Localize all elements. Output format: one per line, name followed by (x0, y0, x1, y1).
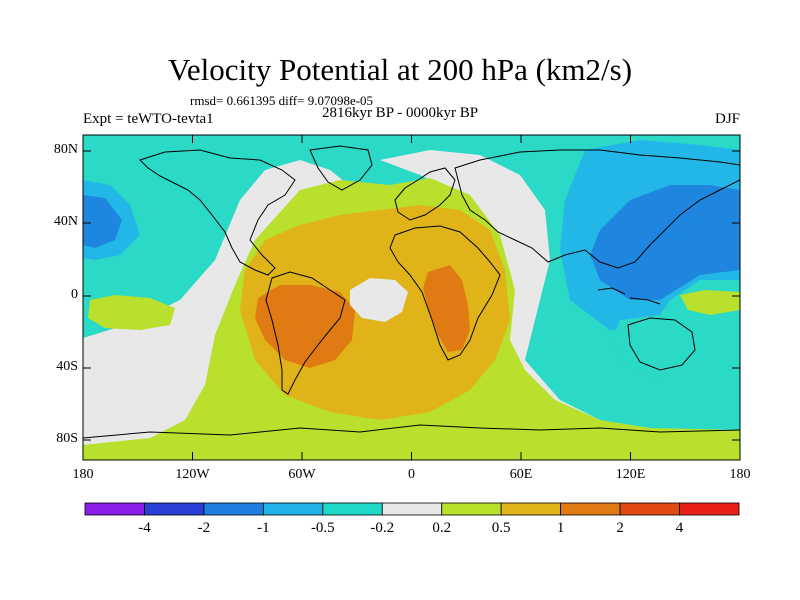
colorbar-swatch (322, 502, 383, 516)
colorbar-label: -4 (138, 520, 151, 536)
colorbar-swatch (619, 502, 680, 516)
stats-text: rmsd= 0.661395 diff= 9.07098e-05 (190, 93, 374, 108)
colorbar (84, 502, 740, 516)
colorbar-swatch (84, 502, 145, 516)
x-ticks (82, 135, 741, 460)
colorbar-swatch (144, 502, 205, 516)
colorbar-label: -1 (257, 520, 270, 536)
colorbar-swatch (203, 502, 264, 516)
colorbar-swatch (262, 502, 324, 516)
x-tick-label: 180 (729, 467, 751, 482)
x-tick-label: 120W (175, 467, 210, 482)
x-tick-label: 120E (615, 467, 646, 482)
coast-europe (394, 167, 456, 221)
colorbar-label: -2 (197, 520, 211, 536)
colorbar-label: -0.2 (370, 520, 395, 536)
y-tick-label: 40N (53, 214, 78, 229)
colorbar-label: 0.5 (491, 520, 511, 536)
colorbar-swatch (679, 502, 740, 516)
x-tick-label: 0 (408, 467, 415, 482)
coast-antarctica (83, 424, 740, 439)
colorbar-label: 0.2 (432, 520, 452, 536)
y-tick-label: 40S (56, 359, 78, 374)
coast-greenland (309, 145, 373, 191)
field-neutral-west (83, 160, 345, 445)
coast-asia (454, 149, 740, 269)
colorbar-label: -0.5 (310, 520, 335, 536)
y-ticks (83, 150, 740, 441)
colorbar-label: 1 (556, 520, 565, 536)
field-pos-core-africa (423, 265, 470, 352)
period-text: 2816kyr BP - 0000kyr BP (321, 105, 479, 121)
x-tick-label: 180 (72, 467, 94, 482)
coast-south-america (265, 271, 346, 395)
experiment-label: Expt = teWTO-tevta1 (83, 111, 214, 127)
colorbar-label: 2 (616, 520, 624, 536)
map-title: Velocity Potential at 200 hPa (km2/s) (167, 52, 633, 87)
field-pos-blob-nz (680, 290, 740, 315)
field-pos-blob-pacific (88, 295, 175, 330)
coast-indonesia (597, 287, 661, 305)
coastlines (83, 145, 740, 439)
field-pos-core-americas (255, 285, 355, 368)
colorbar-swatch (381, 502, 443, 516)
field-layer (83, 135, 740, 460)
field-neg-pacific-east-core (83, 195, 122, 248)
x-tick-label: 60E (509, 467, 533, 482)
y-tick-label: 0 (71, 287, 78, 302)
coast-north-america (139, 149, 296, 276)
coast-australia (627, 317, 696, 371)
y-tick-label: 80S (56, 431, 78, 446)
colorbar-swatch (500, 502, 562, 516)
season-label: DJF (714, 111, 740, 127)
y-tick-label: 80N (53, 142, 78, 157)
field-neutral-hole (350, 278, 408, 322)
x-tick-label: 60W (288, 467, 316, 482)
coast-africa (389, 225, 501, 361)
colorbar-label: 4 (675, 520, 684, 536)
field-neg-australia (612, 315, 720, 380)
colorbar-swatch (441, 502, 502, 516)
colorbar-swatch (560, 502, 621, 516)
field-neg-asia-core (590, 185, 740, 300)
